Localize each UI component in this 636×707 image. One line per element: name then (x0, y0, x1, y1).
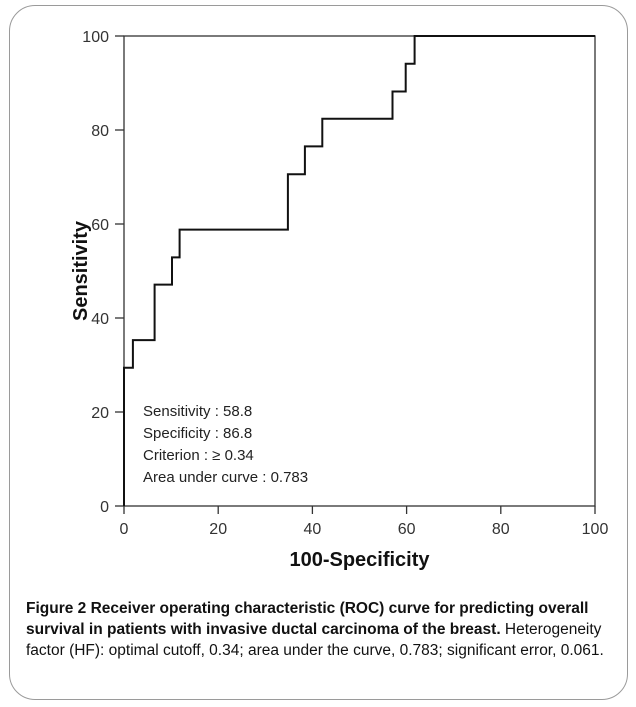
x-tick-label: 0 (120, 521, 129, 538)
y-axis-label: Sensitivity (70, 220, 92, 321)
y-tick-label: 0 (100, 499, 109, 516)
x-tick-label: 20 (209, 521, 227, 538)
figure-frame (9, 5, 628, 700)
figure-caption: Figure 2 Receiver operating characterist… (26, 598, 616, 661)
roc-chart: 0 20 40 60 80 100 0 20 40 60 80 100 100-Specificity S… (70, 29, 609, 571)
y-tick-label: 40 (91, 311, 109, 328)
x-axis-label: 100-Specificity (289, 549, 430, 571)
stat-annotation: Area under curve : 0.783 (143, 469, 308, 486)
caption-text: Heterogeneity factor (HF): optimal cutof… (26, 621, 604, 659)
x-tick-label: 100 (582, 521, 609, 538)
caption-title: Figure 2 Receiver operating characterist… (26, 600, 589, 638)
roc-curve (123, 35, 595, 506)
x-tick-label: 60 (398, 521, 416, 538)
y-tick-label: 100 (82, 29, 109, 46)
x-tick-label: 40 (304, 521, 322, 538)
stat-annotation: Sensitivity : 58.8 (143, 403, 252, 420)
x-tick-label: 80 (492, 521, 510, 538)
y-tick-label: 20 (91, 405, 109, 422)
stat-annotation: Specificity : 86.8 (143, 425, 252, 442)
y-tick-label: 60 (91, 217, 109, 234)
plot-frame (123, 35, 596, 507)
stat-annotation: Criterion : ≥ 0.34 (143, 447, 254, 464)
y-tick-label: 80 (91, 123, 109, 140)
